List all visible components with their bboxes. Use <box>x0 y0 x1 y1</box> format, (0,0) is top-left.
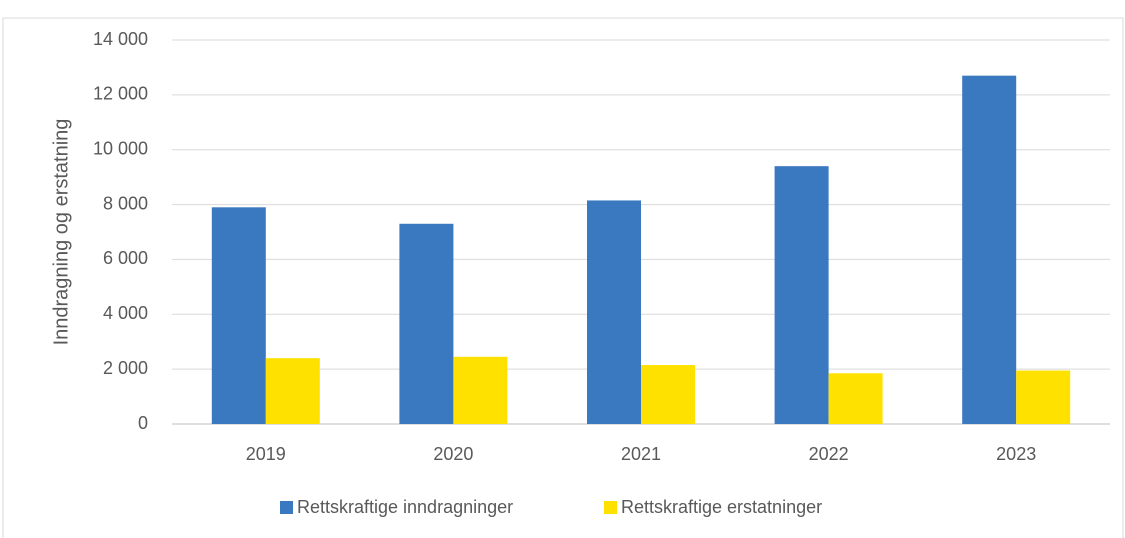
bar <box>641 365 695 424</box>
y-tick-label: 14 000 <box>93 29 148 49</box>
bar <box>828 373 883 424</box>
bar <box>399 223 454 424</box>
y-tick-label: 0 <box>138 413 148 433</box>
bar <box>774 166 829 424</box>
chart-frame <box>2 17 1124 538</box>
x-tick-label: 2022 <box>809 444 849 464</box>
y-axis-label: Inndragning og erstatning <box>50 119 72 346</box>
x-tick-label: 2023 <box>996 444 1036 464</box>
legend-swatch <box>280 501 293 514</box>
y-tick-label: 6 000 <box>103 248 148 268</box>
y-tick-label: 10 000 <box>93 138 148 158</box>
y-tick-label: 2 000 <box>103 358 148 378</box>
bar <box>962 75 1017 425</box>
bar <box>587 200 641 424</box>
bar <box>1016 370 1071 424</box>
bar <box>211 207 266 424</box>
bar <box>265 358 320 424</box>
y-tick-label: 12 000 <box>93 84 148 104</box>
x-tick-label: 2019 <box>246 444 286 464</box>
legend-label: Rettskraftige erstatninger <box>621 497 822 517</box>
y-tick-label: 8 000 <box>103 193 148 213</box>
legend-label: Rettskraftige inndragninger <box>297 497 513 517</box>
y-tick-label: 4 000 <box>103 303 148 323</box>
x-tick-label: 2021 <box>621 444 661 464</box>
bar <box>453 356 508 424</box>
x-tick-label: 2020 <box>433 444 473 464</box>
legend-swatch <box>604 501 617 514</box>
